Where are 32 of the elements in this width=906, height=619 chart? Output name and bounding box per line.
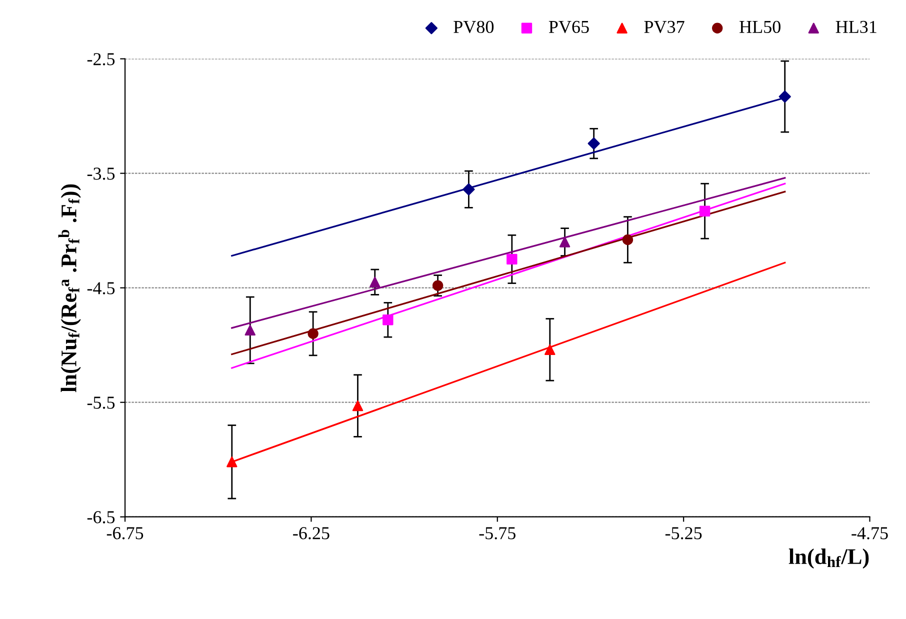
point (244, 324, 256, 336)
y-tick-label: -6.5 (87, 511, 115, 524)
point (226, 456, 238, 468)
legend-label: HL50 (740, 20, 780, 34)
point (308, 328, 318, 339)
point (352, 400, 364, 412)
legend-label: PV37 (644, 20, 684, 34)
point (699, 206, 710, 216)
y-tick-label: -5.5 (87, 396, 115, 409)
y-tick-label: -4.5 (87, 282, 115, 294)
x-tick-label: -4.75 (852, 527, 888, 540)
point (462, 183, 475, 196)
x-tick-label: -6.75 (106, 527, 144, 540)
x-tick-label: -6.25 (293, 527, 330, 540)
point (559, 236, 570, 248)
y-tick-label: -3.5 (87, 168, 115, 180)
point (370, 276, 380, 288)
y-tick-label: -2.5 (87, 53, 115, 66)
x-axis-title: ln(d$_{hf}$/L) (788, 548, 869, 569)
point (622, 234, 634, 246)
x-tick-label: -5.25 (665, 527, 702, 540)
x-tick-label: -5.75 (479, 527, 516, 540)
point (506, 254, 518, 265)
legend-label: PV80 (454, 20, 494, 34)
point (432, 280, 444, 291)
legend-label: HL31 (836, 20, 876, 34)
point (382, 314, 394, 326)
point (588, 137, 600, 150)
point (778, 90, 791, 103)
point (544, 344, 556, 356)
legend-label: PV65 (548, 20, 589, 34)
text: ln(Nu$_{f}$/(Re$_{f}$$^{a}$ .Pr$_{f}$$^{b}$ .F$_{f}$)) (58, 184, 81, 392)
